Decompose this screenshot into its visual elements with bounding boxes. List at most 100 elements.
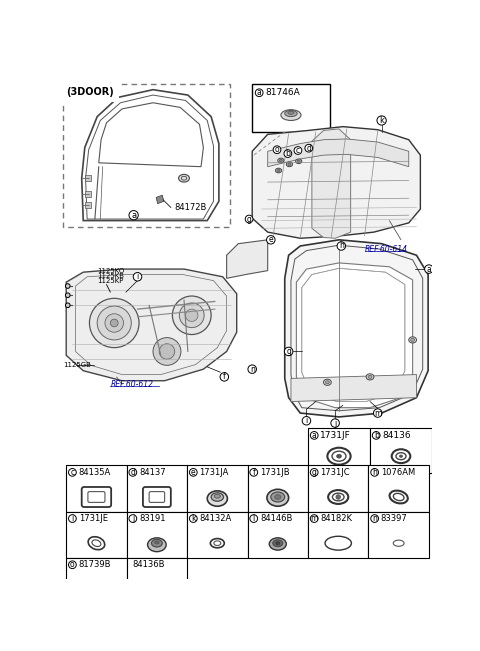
Ellipse shape xyxy=(366,374,374,380)
Ellipse shape xyxy=(279,159,282,161)
Text: REF.60-612: REF.60-612 xyxy=(110,380,154,389)
Circle shape xyxy=(284,150,292,158)
Circle shape xyxy=(305,145,312,152)
Ellipse shape xyxy=(409,337,417,343)
Circle shape xyxy=(159,344,175,359)
Circle shape xyxy=(373,409,382,417)
Text: k: k xyxy=(379,116,384,125)
Bar xyxy=(369,512,429,558)
Circle shape xyxy=(266,236,275,244)
Ellipse shape xyxy=(324,379,331,385)
Bar xyxy=(127,465,187,512)
Bar xyxy=(308,512,369,558)
Circle shape xyxy=(97,306,132,340)
Text: 84182K: 84182K xyxy=(321,514,352,523)
Circle shape xyxy=(180,303,204,327)
Ellipse shape xyxy=(93,587,100,590)
Ellipse shape xyxy=(336,454,341,458)
Polygon shape xyxy=(66,269,237,381)
Text: c: c xyxy=(71,468,74,477)
Ellipse shape xyxy=(285,111,297,117)
Text: n: n xyxy=(372,514,377,523)
Circle shape xyxy=(311,515,318,522)
Ellipse shape xyxy=(152,539,162,547)
Bar xyxy=(66,512,127,558)
Text: 1731JF: 1731JF xyxy=(321,431,351,440)
Bar xyxy=(66,465,127,512)
Circle shape xyxy=(89,298,139,348)
Text: h: h xyxy=(339,242,344,251)
Circle shape xyxy=(284,347,293,355)
Circle shape xyxy=(245,215,253,223)
Text: 84135A: 84135A xyxy=(79,468,111,477)
Ellipse shape xyxy=(276,168,282,173)
Bar xyxy=(369,465,429,512)
Circle shape xyxy=(377,116,386,125)
Circle shape xyxy=(105,314,123,332)
Circle shape xyxy=(337,242,346,250)
Text: a: a xyxy=(427,264,431,273)
Bar xyxy=(85,175,91,181)
Text: e: e xyxy=(191,468,196,477)
Text: o: o xyxy=(275,145,279,154)
Circle shape xyxy=(186,309,198,322)
Text: 1731JA: 1731JA xyxy=(200,468,229,477)
Bar xyxy=(308,428,370,473)
Ellipse shape xyxy=(281,109,301,120)
Text: f: f xyxy=(223,372,226,381)
Circle shape xyxy=(371,469,379,477)
Text: 81746A: 81746A xyxy=(265,89,300,97)
Circle shape xyxy=(273,146,281,154)
Polygon shape xyxy=(156,195,164,204)
Text: i: i xyxy=(305,416,308,425)
Text: i: i xyxy=(71,514,73,523)
Bar xyxy=(248,465,308,512)
Circle shape xyxy=(248,365,256,374)
Circle shape xyxy=(255,89,263,96)
Text: REF.60-614: REF.60-614 xyxy=(365,245,408,253)
Text: 83191: 83191 xyxy=(139,514,166,523)
Bar xyxy=(187,465,248,512)
Circle shape xyxy=(153,338,181,365)
Circle shape xyxy=(372,432,380,439)
Text: 1125KO: 1125KO xyxy=(97,268,124,275)
Circle shape xyxy=(129,469,137,477)
Text: c: c xyxy=(296,146,300,155)
Ellipse shape xyxy=(267,490,288,506)
Circle shape xyxy=(133,273,142,281)
Polygon shape xyxy=(252,127,420,238)
Circle shape xyxy=(129,515,137,522)
Circle shape xyxy=(311,469,318,477)
Ellipse shape xyxy=(286,162,292,167)
Text: 1731JB: 1731JB xyxy=(260,468,289,477)
Ellipse shape xyxy=(296,159,302,163)
Circle shape xyxy=(331,419,339,427)
Text: 84137: 84137 xyxy=(139,468,166,477)
Bar xyxy=(187,512,248,558)
Text: 1731JE: 1731JE xyxy=(79,514,108,523)
Bar xyxy=(248,512,308,558)
Circle shape xyxy=(69,561,76,568)
Ellipse shape xyxy=(325,381,329,384)
Ellipse shape xyxy=(214,494,220,498)
Polygon shape xyxy=(296,263,413,408)
Text: g: g xyxy=(247,215,252,223)
Ellipse shape xyxy=(90,585,103,593)
Text: g: g xyxy=(286,347,291,356)
Text: j: j xyxy=(334,419,336,428)
Circle shape xyxy=(172,296,211,335)
Text: 1125KB: 1125KB xyxy=(97,273,124,279)
Text: 84172B: 84172B xyxy=(175,203,207,212)
Ellipse shape xyxy=(179,174,190,182)
Text: 81739B: 81739B xyxy=(79,561,111,569)
Circle shape xyxy=(65,293,70,298)
Bar xyxy=(370,428,432,473)
Text: j: j xyxy=(132,514,134,523)
Circle shape xyxy=(190,515,197,522)
Text: o: o xyxy=(70,561,75,569)
Circle shape xyxy=(311,432,318,439)
Bar xyxy=(127,512,187,558)
Ellipse shape xyxy=(207,491,228,506)
Text: a: a xyxy=(131,211,136,219)
Bar xyxy=(85,191,91,197)
